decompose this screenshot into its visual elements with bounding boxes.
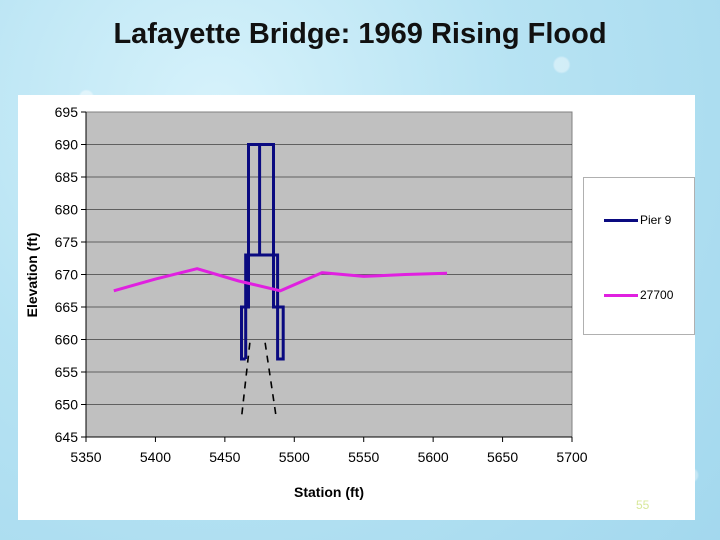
y-tick-label-665: 665: [55, 299, 79, 315]
y-tick-label-660: 660: [55, 332, 79, 348]
x-tick-label-5600: 5600: [418, 449, 449, 465]
page-number: 55: [636, 498, 650, 512]
x-tick-label-5650: 5650: [487, 449, 518, 465]
series-layer: [113, 143, 448, 418]
x-tick-label-5400: 5400: [140, 449, 171, 465]
series-line-pier-9: [240, 143, 285, 361]
y-tick-label-690: 690: [55, 137, 79, 153]
x-tick-label-5550: 5550: [348, 449, 379, 465]
legend-swatch-pier-9: [604, 218, 638, 222]
x-tick-label-5700: 5700: [556, 449, 587, 465]
legend-swatch-27700: [604, 293, 638, 297]
y-tick-label-650: 650: [55, 397, 79, 413]
series-line-27700: [113, 267, 448, 293]
legend-item-27700: 27700: [604, 288, 673, 302]
x-tick-label-5450: 5450: [209, 449, 240, 465]
y-tick-label-685: 685: [55, 169, 79, 185]
y-axis-label: Elevation (ft): [24, 233, 40, 318]
legend-label-pier-9: Pier 9: [640, 213, 672, 227]
x-axis-label: Station (ft): [294, 484, 364, 500]
legend-item-pier-9: Pier 9: [604, 213, 671, 227]
x-tick-label-5350: 5350: [70, 449, 101, 465]
plot-layer: [85, 111, 573, 438]
y-tick-label-670: 670: [55, 267, 79, 283]
legend-label-27700: 27700: [640, 288, 674, 302]
y-tick-label-695: 695: [55, 104, 79, 120]
x-tick-label-5500: 5500: [279, 449, 310, 465]
y-tick-label-645: 645: [55, 429, 79, 445]
y-tick-label-675: 675: [55, 234, 79, 250]
axis-layer: 645 650 655 660 665 670 675 680 685 690 695 5350 540…: [55, 104, 588, 465]
y-tick-label-680: 680: [55, 202, 79, 218]
legend: Pier 9 27700: [583, 177, 695, 335]
y-tick-label-655: 655: [55, 364, 79, 380]
chart-title: Lafayette Bridge: 1969 Rising Flood: [113, 18, 607, 50]
